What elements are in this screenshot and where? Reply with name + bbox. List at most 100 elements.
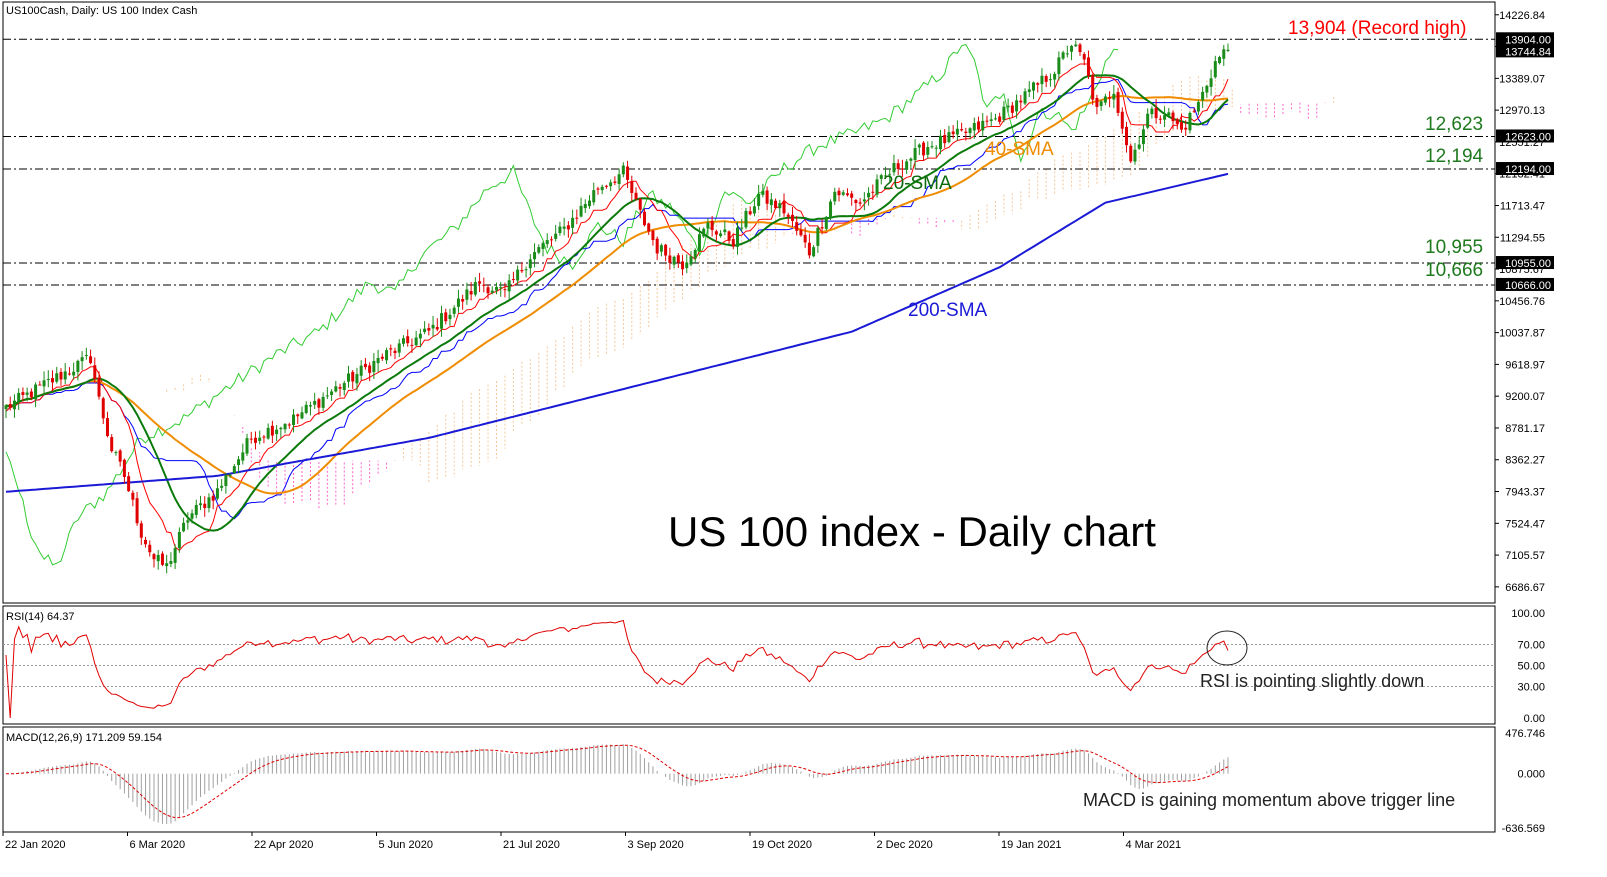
candle-body (905, 161, 909, 170)
candle-body (51, 378, 55, 383)
candle-body (334, 386, 338, 392)
candle-body (1116, 92, 1120, 113)
price-box: 10955.00 (1496, 256, 1554, 270)
candle-body (190, 513, 194, 519)
price-box: 10666.00 (1496, 277, 1554, 292)
candle-body (203, 503, 207, 509)
candle-body (579, 205, 583, 217)
y-tick-label: 11294.55 (1500, 232, 1545, 244)
candle-body (427, 327, 431, 331)
x-tick-label: 6 Mar 2020 (130, 839, 186, 851)
candle-body (118, 450, 122, 462)
candle-body (127, 476, 131, 492)
candle-body (380, 356, 384, 359)
candle-body (938, 135, 942, 150)
candle-body (900, 168, 904, 170)
candle-body (1027, 89, 1031, 92)
candle-body (736, 227, 740, 247)
candle-body (668, 255, 672, 263)
candle-body (207, 497, 211, 509)
candle-body (824, 216, 828, 229)
candle-body (769, 199, 773, 206)
rsi-tick-label: 100.00 (1511, 608, 1545, 620)
candle-body (778, 203, 782, 209)
candle-body (1146, 113, 1150, 128)
candle-body (17, 392, 21, 402)
candle-body (4, 405, 8, 410)
candle-body (452, 307, 456, 314)
candle-body (829, 201, 833, 219)
candle-body (774, 200, 778, 209)
y-tick-label: 7105.57 (1505, 550, 1545, 562)
candle-body (786, 214, 790, 217)
candle-body (841, 192, 845, 195)
candle-body (812, 247, 816, 257)
candle-body (486, 287, 490, 294)
candle-body (249, 438, 253, 440)
candle-body (131, 492, 135, 500)
rsi-note: RSI is pointing slightly down (1200, 671, 1424, 691)
x-tick-label: 3 Sep 2020 (628, 839, 684, 851)
x-tick-label: 19 Oct 2020 (752, 839, 812, 851)
candle-body (1209, 78, 1213, 87)
sma20-line (5, 74, 1229, 532)
candle-body (1129, 145, 1133, 162)
candle-body (511, 279, 515, 281)
candle-body (837, 190, 841, 196)
price-box-label: 12194.00 (1505, 164, 1551, 176)
y-tick-label: 9618.97 (1505, 359, 1545, 371)
price-box-bg (1496, 44, 1554, 58)
y-tick-label: 8781.17 (1505, 423, 1545, 435)
candle-body (850, 193, 854, 198)
price-box-label: 12623.00 (1505, 131, 1551, 143)
candle-body (84, 355, 88, 357)
macd-tick-label: 0.000 (1517, 769, 1545, 781)
candle-body (499, 287, 503, 289)
rsi-tick-label: 0.00 (1524, 713, 1545, 725)
candle-body (1099, 101, 1103, 107)
candle-body (710, 220, 714, 231)
candle-body (351, 371, 355, 382)
candle-body (740, 227, 744, 229)
candle-body (621, 165, 625, 175)
candle-body (232, 466, 236, 474)
candle-body (101, 398, 105, 419)
candle-body (110, 437, 114, 452)
candle-body (926, 147, 930, 155)
price-box-bg (1496, 129, 1554, 143)
candle-body (588, 200, 592, 207)
candle-body (435, 327, 439, 330)
candle-body (867, 192, 871, 198)
candle-body (681, 261, 685, 270)
candle-body (604, 185, 608, 187)
candle-body (224, 474, 228, 486)
candle-body (144, 539, 148, 545)
candle-body (676, 255, 680, 263)
candle-body (317, 399, 321, 408)
candle-body (1057, 57, 1061, 75)
candle-body (947, 132, 951, 143)
candle-body (1006, 105, 1010, 108)
y-axis-labels: 14226.8413808.2713389.0712970.1312551.27… (1495, 10, 1554, 835)
macd-note: MACD is gaining momentum above trigger l… (1083, 790, 1455, 810)
candle-body (1103, 96, 1107, 103)
y-tick-label: 13389.07 (1499, 73, 1545, 85)
candle-body (617, 174, 621, 185)
candle-body (220, 485, 224, 488)
sma40-label: 40-SMA (985, 139, 1054, 160)
candle-body (473, 282, 477, 295)
candle-body (858, 202, 862, 204)
candle-body (355, 374, 359, 384)
rsi-tick-label: 70.00 (1517, 640, 1545, 652)
candle-body (533, 252, 537, 260)
candle-body (313, 400, 317, 405)
y-tick-label: 9200.07 (1505, 391, 1545, 403)
candle-body (803, 234, 807, 243)
candle-body (1120, 111, 1124, 129)
candle-body (719, 233, 723, 237)
candle-body (376, 357, 380, 364)
candle-body (482, 284, 486, 286)
candle-body (59, 371, 63, 380)
candle-body (182, 522, 186, 532)
candle-body (105, 418, 109, 437)
